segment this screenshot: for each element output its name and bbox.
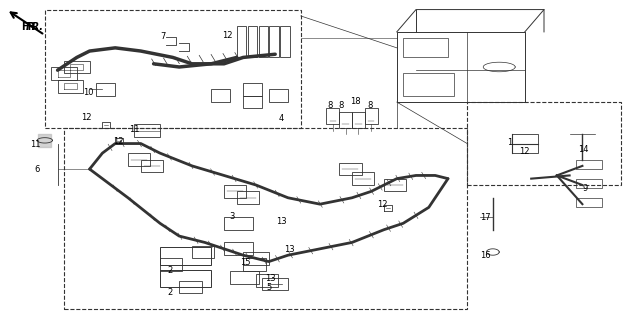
Text: 11: 11 xyxy=(129,125,140,134)
Text: 13: 13 xyxy=(276,217,287,226)
Text: 8: 8 xyxy=(367,101,372,110)
Text: 16: 16 xyxy=(480,251,490,260)
Text: 1: 1 xyxy=(507,138,512,147)
Text: 15: 15 xyxy=(241,258,251,267)
Text: 10: 10 xyxy=(83,88,93,97)
Text: 12: 12 xyxy=(222,31,232,40)
Text: 12: 12 xyxy=(520,147,530,156)
Text: 4: 4 xyxy=(279,115,284,123)
Text: 6: 6 xyxy=(35,165,40,174)
Text: 5: 5 xyxy=(266,283,271,292)
Text: 12: 12 xyxy=(81,113,92,122)
Text: 13: 13 xyxy=(265,274,275,283)
Text: 9: 9 xyxy=(583,184,588,193)
Text: FR.: FR. xyxy=(21,22,39,32)
Text: 8: 8 xyxy=(339,101,344,110)
Text: 7: 7 xyxy=(161,32,166,41)
Text: 13: 13 xyxy=(284,245,294,254)
Text: 3: 3 xyxy=(229,212,234,221)
Text: 14: 14 xyxy=(579,145,589,154)
Text: 2: 2 xyxy=(167,288,172,297)
Text: FR.: FR. xyxy=(26,22,44,32)
Text: 17: 17 xyxy=(480,213,490,222)
Text: 18: 18 xyxy=(350,97,360,106)
Text: 12: 12 xyxy=(113,137,124,146)
Text: 11: 11 xyxy=(30,140,40,149)
Text: 12: 12 xyxy=(378,200,388,209)
Text: 8: 8 xyxy=(328,101,333,110)
Text: 2: 2 xyxy=(167,266,172,275)
